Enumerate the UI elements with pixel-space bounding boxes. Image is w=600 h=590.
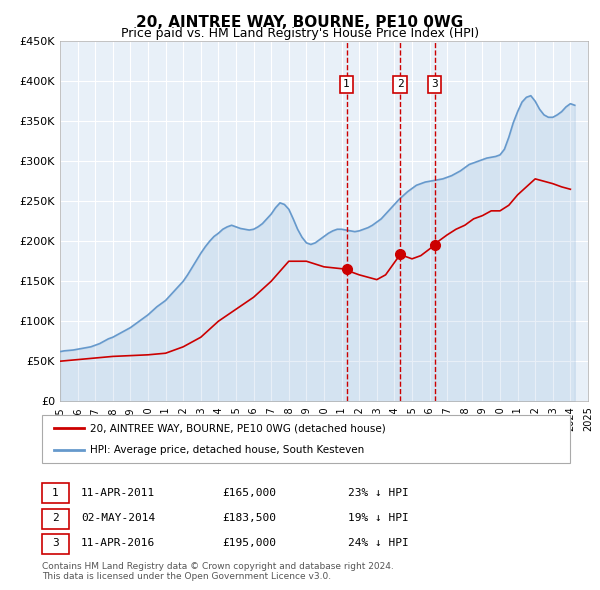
Text: 20, AINTREE WAY, BOURNE, PE10 0WG (detached house): 20, AINTREE WAY, BOURNE, PE10 0WG (detac…	[90, 423, 386, 433]
Text: £195,000: £195,000	[222, 539, 276, 548]
Text: HPI: Average price, detached house, South Kesteven: HPI: Average price, detached house, Sout…	[90, 445, 364, 455]
Text: 19% ↓ HPI: 19% ↓ HPI	[348, 513, 409, 523]
Text: 20, AINTREE WAY, BOURNE, PE10 0WG: 20, AINTREE WAY, BOURNE, PE10 0WG	[136, 15, 464, 30]
Text: 3: 3	[431, 80, 438, 90]
Text: 11-APR-2016: 11-APR-2016	[81, 539, 155, 548]
Text: 1: 1	[52, 488, 59, 497]
Text: Price paid vs. HM Land Registry's House Price Index (HPI): Price paid vs. HM Land Registry's House …	[121, 27, 479, 40]
Text: 3: 3	[52, 539, 59, 548]
Text: 2: 2	[52, 513, 59, 523]
Text: 24% ↓ HPI: 24% ↓ HPI	[348, 539, 409, 548]
Text: £165,000: £165,000	[222, 488, 276, 497]
Text: 02-MAY-2014: 02-MAY-2014	[81, 513, 155, 523]
Text: 2: 2	[397, 80, 404, 90]
Text: 1: 1	[343, 80, 350, 90]
Text: Contains HM Land Registry data © Crown copyright and database right 2024.
This d: Contains HM Land Registry data © Crown c…	[42, 562, 394, 581]
Text: 11-APR-2011: 11-APR-2011	[81, 488, 155, 497]
Text: 23% ↓ HPI: 23% ↓ HPI	[348, 488, 409, 497]
Text: £183,500: £183,500	[222, 513, 276, 523]
